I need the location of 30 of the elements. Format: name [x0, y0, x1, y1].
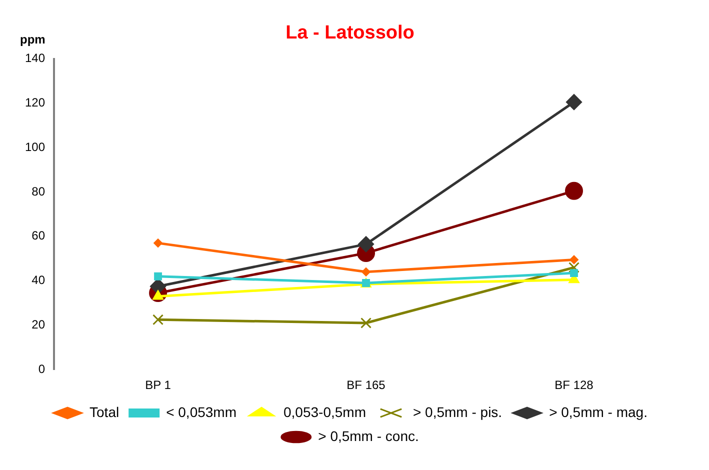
legend-label: Total	[90, 404, 120, 420]
x-tick-label: BP 1	[145, 378, 172, 392]
chart-title: La - Latossolo	[286, 22, 414, 44]
y-tick-label: 0	[38, 362, 46, 376]
legend-label: > 0,5mm - conc.	[318, 428, 419, 444]
y-tick-label: 60	[32, 228, 46, 243]
legend-label: > 0,5mm - mag.	[549, 404, 648, 420]
point	[568, 262, 580, 273]
x-tick-label: BF 165	[346, 378, 386, 392]
point	[570, 269, 578, 277]
point	[358, 236, 374, 252]
point	[154, 238, 163, 248]
y-tick-label: 140	[24, 51, 46, 66]
legend-label: < 0,053mm	[166, 404, 237, 420]
point	[566, 94, 582, 110]
y-tick-label: 80	[32, 184, 46, 198]
point	[152, 314, 164, 326]
y-tick-label: 40	[32, 273, 46, 288]
legend-label: > 0,5mm - pis.	[412, 404, 502, 420]
y-tick-label: 120	[24, 96, 46, 110]
y-tick-label: 20	[32, 318, 46, 332]
point	[362, 267, 371, 276]
x-tick-label: BF 128	[554, 378, 594, 392]
legend-label: 0,053-0,5mm	[284, 404, 366, 420]
point	[360, 317, 372, 328]
y-axis-title: ppm	[20, 32, 46, 46]
point	[565, 182, 584, 200]
point	[570, 255, 579, 264]
point	[154, 272, 162, 280]
y-tick-label: 100	[24, 140, 46, 154]
